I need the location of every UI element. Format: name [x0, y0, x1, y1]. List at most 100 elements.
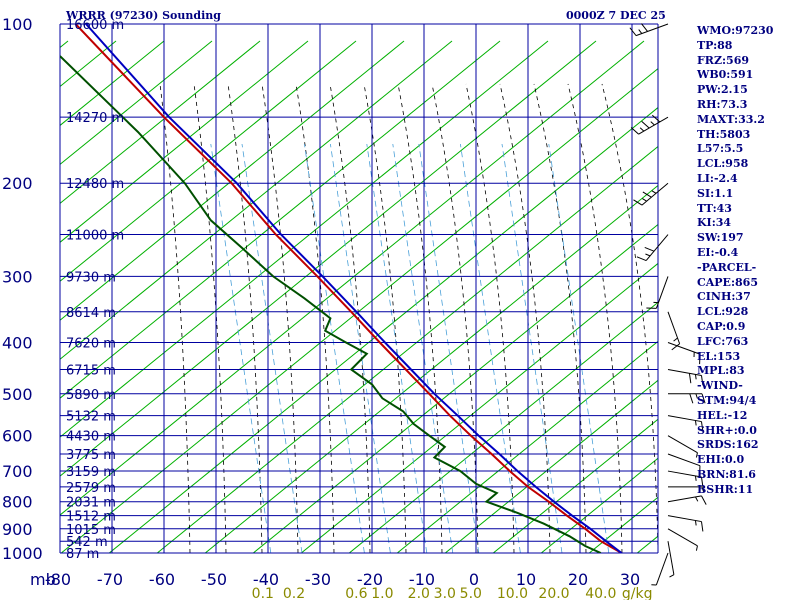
pressure-tick-label: 100 — [2, 15, 33, 34]
dry-adiabat-line — [60, 40, 309, 243]
wind-barb-staff — [667, 541, 675, 575]
temperature-tick-label: 0 — [469, 570, 479, 589]
wind-barb-flag — [644, 246, 655, 252]
wind-barb — [667, 541, 675, 578]
mixing-ratio-label: 0.6 — [345, 586, 367, 600]
index-item: TT:43 — [697, 201, 732, 215]
chart-title: WRRR (97230) Sounding — [66, 9, 221, 22]
index-item: MPL:83 — [697, 364, 745, 378]
mixing-ratio-label: 2.0 — [408, 586, 430, 600]
moist-adiabat-line — [329, 83, 371, 553]
dry-adiabat-line — [588, 496, 658, 553]
index-item: WB0:591 — [697, 68, 754, 82]
wind-barb — [667, 415, 704, 432]
index-item: LI:-2.4 — [697, 171, 738, 185]
pressure-tick-label: 400 — [2, 333, 33, 352]
wind-barb-staff — [645, 234, 669, 261]
mixing-ratio-line — [241, 143, 303, 553]
wind-barb — [633, 182, 669, 206]
wind-barb-staff — [667, 453, 701, 467]
sounding-profiles — [60, 24, 623, 553]
wind-barbs — [629, 23, 707, 586]
wind-barb — [667, 369, 704, 386]
pressure-tick-label: 300 — [2, 267, 33, 286]
height-label: 542 m — [66, 535, 108, 550]
wind-barb-flag — [642, 198, 647, 202]
dry-adiabat-line — [156, 145, 658, 553]
dry-adiabat-line — [444, 379, 658, 553]
temperature-tick-label: -40 — [253, 570, 279, 589]
wind-barb-flag — [638, 29, 643, 34]
dry-adiabat-line — [60, 67, 658, 553]
wind-barb-flag — [651, 114, 661, 123]
height-label: 1015 m — [66, 523, 116, 538]
pressure-tick-label: 700 — [2, 462, 33, 481]
height-label: 5890 m — [66, 388, 116, 403]
index-item: STM:94/4 — [697, 393, 757, 407]
mixing-ratio-label: 0.1 — [252, 586, 274, 600]
dry-adiabat-line — [396, 340, 658, 553]
index-item: SHR+:0.0 — [697, 423, 757, 437]
mixing-ratio-label: 10.0 — [497, 586, 528, 600]
dewpoint-line — [60, 55, 602, 553]
index-item: BSHR:11 — [697, 482, 754, 496]
wind-barb-flag — [651, 190, 657, 194]
parcel-line — [85, 24, 623, 553]
height-label: 1512 m — [66, 510, 116, 525]
dry-adiabat-line — [108, 106, 658, 553]
wind-barb-flag — [700, 421, 704, 432]
wind-barb-flag — [695, 452, 698, 458]
height-label: 14270 m — [66, 111, 124, 126]
wind-barb — [646, 276, 669, 309]
pressure-tick-label: 600 — [2, 427, 33, 446]
mixing-ratio-label: 20.0 — [538, 586, 569, 600]
wind-barb-staff — [655, 552, 669, 586]
moist-adiabat-line — [567, 83, 623, 553]
index-item: PW:2.15 — [697, 83, 748, 97]
pressure-tick-label: 800 — [2, 493, 33, 512]
mixing-ratio-line — [418, 143, 480, 553]
wind-barb-staff — [667, 528, 698, 547]
temperature-tick-label: 10 — [516, 570, 536, 589]
height-label: 87 m — [66, 547, 99, 562]
mixing-ratio-label: g/kg — [622, 586, 653, 600]
moist-adiabat-line — [533, 83, 587, 553]
wind-barb-flag — [642, 191, 652, 198]
temperature-tick-label: -60 — [149, 570, 175, 589]
index-item: MAXT:33.2 — [697, 112, 765, 126]
wind-barb-flag — [695, 496, 699, 502]
temperature-tick-label: 20 — [568, 570, 588, 589]
temperature-tick-label: -20 — [357, 570, 383, 589]
moist-adiabat-line — [601, 83, 658, 553]
moist-adiabat-line — [295, 83, 335, 553]
dry-adiabat-line — [60, 40, 501, 399]
index-item: SW:197 — [697, 231, 744, 245]
wind-barb — [667, 470, 704, 487]
pressure-tick-label: 500 — [2, 385, 33, 404]
temperature-line — [74, 24, 623, 553]
index-item: CAPE:865 — [697, 275, 758, 289]
mixing-ratio-label: 5.0 — [460, 586, 482, 600]
dry-adiabat-line — [60, 40, 549, 438]
wind-barb-flag — [633, 199, 643, 206]
height-label: 16600 m — [66, 18, 124, 33]
wind-barb — [667, 435, 698, 458]
wind-barb-flag — [694, 374, 697, 380]
wind-barb-flag — [700, 375, 704, 386]
temperature-tick-label: -80 — [45, 570, 71, 589]
pressure-tick-label: 1000 — [2, 544, 43, 563]
wind-barb-flag — [641, 120, 650, 129]
mixing-ratio-line — [330, 143, 391, 553]
moist-adiabat-line — [397, 83, 443, 553]
dry-adiabat-line — [540, 457, 658, 553]
wind-barb — [667, 453, 701, 471]
wind-barb — [636, 234, 669, 262]
height-label: 9730 m — [66, 270, 116, 285]
moist-adiabat-line — [261, 83, 299, 553]
moist-adiabat-line — [227, 83, 263, 553]
mixing-ratio-lines — [210, 143, 610, 553]
mixing-ratio-line — [366, 143, 428, 553]
wind-barb-flag — [641, 23, 648, 32]
wind-barb — [667, 311, 681, 351]
wind-barb-flag — [695, 393, 698, 399]
